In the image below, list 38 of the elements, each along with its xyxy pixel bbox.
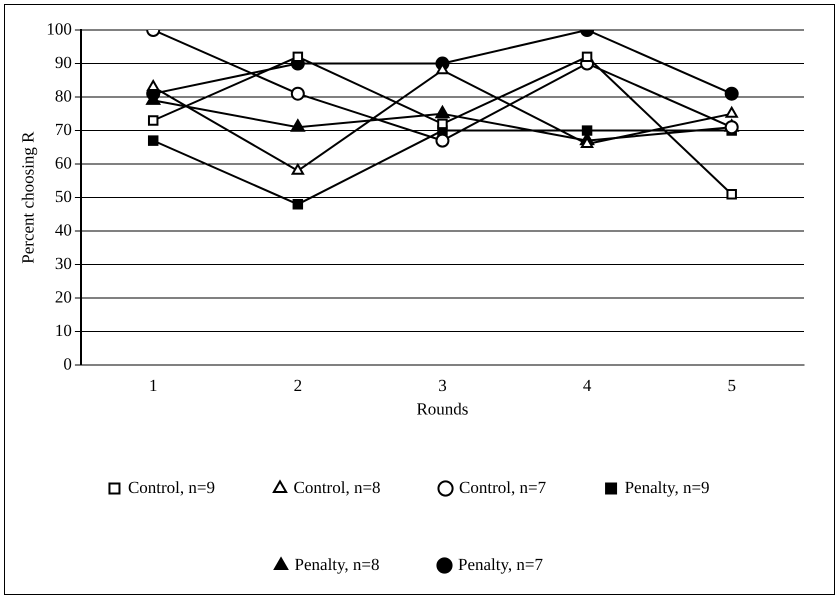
point <box>292 199 304 210</box>
y-tick-label: 90 <box>54 52 72 72</box>
legend-label: Control, n=8 <box>293 478 381 497</box>
point <box>148 135 158 146</box>
y-tick-label: 100 <box>46 19 72 38</box>
legend-label: Penalty, n=7 <box>458 554 544 574</box>
legend-label: Penalty, n=9 <box>624 478 710 497</box>
point <box>582 52 592 62</box>
legend-label: Control, n=7 <box>459 478 547 497</box>
legend-label: Control, n=9 <box>128 478 216 497</box>
legend-label: Penalty, n=8 <box>294 554 380 574</box>
point <box>725 106 738 118</box>
x-tick-label: 3 <box>438 376 447 395</box>
point <box>290 86 305 101</box>
x-tick-label: 1 <box>148 376 158 395</box>
x-tick-label: 4 <box>582 376 592 395</box>
y-tick-label: 40 <box>54 220 72 240</box>
point <box>437 118 448 130</box>
y-axis-title: Percent choosing R <box>18 130 38 264</box>
y-tick-label: 50 <box>54 187 72 206</box>
x-axis-title: Rounds <box>416 399 468 418</box>
y-tick-label: 20 <box>54 288 72 307</box>
y-tick-label: 70 <box>54 120 72 140</box>
point <box>582 125 592 136</box>
y-tick-label: 80 <box>54 86 72 106</box>
point <box>148 115 158 126</box>
x-tick-label: 2 <box>294 376 302 395</box>
point <box>726 189 737 200</box>
y-tick-label: 0 <box>63 354 72 374</box>
y-tick-label: 10 <box>54 321 72 340</box>
point <box>435 134 450 148</box>
point <box>292 164 304 175</box>
point <box>290 119 305 132</box>
y-tick-label: 60 <box>54 154 72 173</box>
point <box>724 120 739 134</box>
x-tick-label: 5 <box>727 376 736 395</box>
y-tick-label: 30 <box>54 254 72 274</box>
point <box>724 86 739 101</box>
